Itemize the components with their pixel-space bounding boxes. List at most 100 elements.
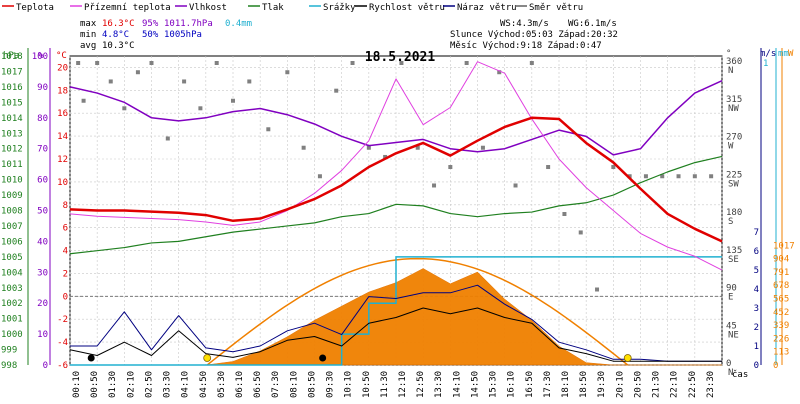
wind-direction-point <box>709 174 714 179</box>
axis-temp-tick: 0 <box>63 292 68 302</box>
wind-direction-point <box>165 136 170 141</box>
axis-ms-tick: 7 <box>754 228 759 238</box>
wind-direction-point <box>464 61 469 65</box>
wind-direction-point <box>182 79 187 84</box>
wind-direction-point <box>513 183 518 188</box>
axis-mm-top-tick: 1 <box>763 59 768 69</box>
axis-ms-tick: 3 <box>754 304 759 314</box>
x-tick-label: 06:50 <box>253 371 263 398</box>
axis-mm-label: mm <box>778 49 789 59</box>
axis-hpa-tick: 1004 <box>1 268 23 278</box>
axis-dir-deg-tick: 180 <box>726 208 742 218</box>
axis-temp-tick: -2 <box>57 315 68 325</box>
axis-pct-label: % <box>38 51 44 61</box>
axis-pct-tick: 30 <box>37 268 48 278</box>
wind-direction-point <box>578 230 583 235</box>
series-line-prizemni-teplota <box>69 61 723 271</box>
axis-dir-name-tick: W <box>728 142 734 152</box>
axis-pct-tick: 80 <box>37 114 48 124</box>
axis-temp-tick: 12 <box>57 155 68 165</box>
moonrise-marker <box>319 354 327 362</box>
axis-hpa-tick: 1013 <box>1 129 23 139</box>
stat-max-label: max <box>80 19 97 29</box>
axis-hpa-tick: 999 <box>1 346 17 356</box>
wind-direction-point <box>480 145 485 150</box>
legend-label: Přízemní teplota <box>84 3 171 13</box>
chart-title: 18.5.2021 <box>365 50 436 65</box>
x-tick-label: 15:30 <box>489 371 499 398</box>
wind-direction-point <box>231 98 235 103</box>
axis-temp-label: °C <box>56 51 67 61</box>
x-tick-label: 16:50 <box>525 371 535 398</box>
x-tick-label: 10:50 <box>362 371 372 398</box>
axis-pct-tick: 60 <box>37 176 48 186</box>
series-line-rychlost-vetru <box>69 307 722 362</box>
wind-direction-point <box>643 174 648 179</box>
x-tick-label: 13:30 <box>434 371 444 398</box>
axis-temp-tick: 16 <box>57 109 68 119</box>
x-tick-label: 02:10 <box>126 371 136 398</box>
wind-direction-point <box>546 165 551 170</box>
legend-label: Teplota <box>16 3 54 13</box>
axis-hpa-tick: 1017 <box>1 67 23 77</box>
stat-max-hum: 95% <box>142 19 159 29</box>
x-tick-label: 17:30 <box>543 371 553 398</box>
x-tick-label: 00:10 <box>72 371 82 398</box>
axis-hpa-tick: 1012 <box>1 145 23 155</box>
axis-hpa-tick: 1010 <box>1 176 23 186</box>
axis-hpa-label: hPa <box>3 51 19 61</box>
axis-w-tick: 1017 <box>773 241 795 251</box>
x-tick-label: 22:10 <box>670 371 680 398</box>
axis-dir-name-tick: NW <box>728 104 739 114</box>
x-tick-label: 14:10 <box>452 371 462 398</box>
wind-direction-point <box>198 106 203 111</box>
axis-dir-deg-tick: 0 <box>726 359 731 369</box>
legend-label: Srážky <box>323 3 356 13</box>
stat-max-rain: 0.4mm <box>225 19 252 29</box>
x-tick-label: 19:30 <box>597 371 607 398</box>
axis-pct-tick: 100 <box>32 52 48 62</box>
wind-direction-point <box>611 165 616 170</box>
axis-hpa-tick: 998 <box>1 361 17 371</box>
wind-direction-point <box>76 61 81 65</box>
x-tick-label: 09:30 <box>326 371 336 398</box>
wind-direction-point <box>692 174 697 179</box>
wind-direction-point <box>301 145 306 150</box>
axis-hpa-tick: 1009 <box>1 191 23 201</box>
stat-wg: WG:6.1m/s <box>568 19 617 29</box>
axis-dir-name-tick: SE <box>728 255 739 265</box>
wind-direction-point <box>432 183 437 188</box>
wind-direction-point <box>81 98 86 103</box>
x-tick-label: 07:30 <box>271 371 281 398</box>
axis-temp-tick: 4 <box>63 247 68 257</box>
x-tick-label: 18:50 <box>579 371 589 398</box>
wind-direction-point <box>627 174 632 179</box>
axis-dir-deg-tick: 135 <box>726 246 742 256</box>
wind-direction-point <box>95 61 100 65</box>
axis-w-tick: 791 <box>773 268 789 278</box>
axis-dir-name-tick: N <box>728 368 733 378</box>
stat-max-temp: 16.3°C <box>102 19 135 29</box>
wind-direction-point <box>415 145 420 150</box>
x-tick-label: 22:50 <box>688 371 698 398</box>
axis-temp-tick: 8 <box>63 201 68 211</box>
x-tick-label: 16:10 <box>507 371 517 398</box>
axis-pct-tick: 20 <box>37 299 48 309</box>
axis-hpa-tick: 1011 <box>1 160 23 170</box>
axis-temp-tick: 6 <box>63 224 68 234</box>
wind-direction-point <box>285 70 290 75</box>
wind-direction-point <box>383 154 388 159</box>
series-line-srazky <box>70 256 722 366</box>
axis-pct-tick: 70 <box>37 145 48 155</box>
axis-dir-name-tick: SW <box>728 179 739 189</box>
axis-temp-tick: 20 <box>57 63 68 73</box>
wind-direction-point <box>676 174 681 179</box>
x-tick-label: 05:30 <box>217 371 227 398</box>
axis-dir-deg-tick: 270 <box>726 133 742 143</box>
x-tick-label: 23:30 <box>706 371 716 398</box>
axis-temp-tick: 2 <box>63 269 68 279</box>
stat-min-label: min <box>80 30 96 40</box>
stat-max-press: 1011.7hPa <box>164 19 213 29</box>
axis-ms-tick: 1 <box>754 342 759 352</box>
x-tick-label: 20:50 <box>633 371 643 398</box>
